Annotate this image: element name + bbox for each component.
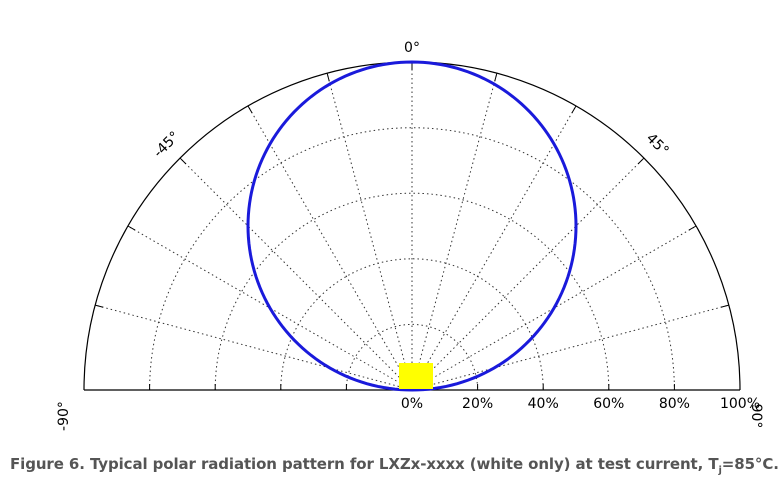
- angular-gridline: [326, 73, 413, 391]
- polar-chart: 0° -45° 45° -90° 90° 0% 20% 40% 60% 80% 100%: [56, 40, 764, 431]
- angle-tick-mark: [688, 225, 697, 231]
- angle-tick-mark: [637, 157, 645, 165]
- angular-gridline: [95, 304, 413, 391]
- caption-text: Figure 6. Typical polar radiation patter…: [10, 455, 719, 473]
- radial-tick-label: 20%: [462, 396, 493, 412]
- angular-gridline: [179, 157, 413, 391]
- angle-tick-mark: [247, 105, 253, 114]
- angular-grid: [95, 62, 729, 391]
- angular-gridline: [411, 73, 498, 391]
- angular-gridline: [411, 157, 645, 391]
- angle-tick-label: 90°: [748, 404, 764, 429]
- angle-tick-label: 45°: [643, 130, 672, 159]
- angular-gridline: [411, 105, 577, 391]
- outer-arc: [83, 61, 741, 391]
- radial-tick-label: 0%: [401, 396, 423, 412]
- angular-gridline: [127, 225, 413, 391]
- center-marker-group: [399, 363, 433, 389]
- angular-gridline: [411, 225, 697, 391]
- angle-tick-label: 0°: [404, 40, 420, 56]
- radial-tick-label: 40%: [528, 396, 559, 412]
- angle-tick-mark: [326, 73, 330, 82]
- angle-tick-mark: [95, 304, 104, 308]
- angle-tick-mark: [720, 304, 729, 308]
- caption-subscript: j: [718, 465, 722, 476]
- radial-tick-label: 60%: [593, 396, 624, 412]
- angle-tick-mark: [127, 225, 136, 231]
- radial-gridline: [345, 323, 479, 391]
- outer-frame: [83, 61, 741, 391]
- caption-text-end: =85°C.: [721, 455, 779, 473]
- led-marker: [399, 363, 433, 389]
- data-series: [246, 60, 578, 392]
- angle-tick-label: -45°: [151, 129, 183, 161]
- radiation-pattern-line: [246, 60, 578, 392]
- angular-gridline: [411, 304, 729, 391]
- angle-tick-mark: [571, 105, 577, 114]
- angle-tick-mark: [179, 157, 187, 165]
- radial-gridline: [214, 192, 610, 391]
- radial-grid: [149, 127, 675, 391]
- radial-tick-labels: 0% 20% 40% 60% 80% 100%: [401, 396, 760, 412]
- radial-tick-label: 100%: [720, 396, 760, 412]
- figure-caption: Figure 6. Typical polar radiation patter…: [10, 455, 780, 476]
- radial-tick-label: 80%: [659, 396, 690, 412]
- angle-tick-label: -90°: [56, 401, 72, 431]
- angle-tick-mark: [494, 73, 498, 82]
- angular-gridline: [247, 105, 413, 391]
